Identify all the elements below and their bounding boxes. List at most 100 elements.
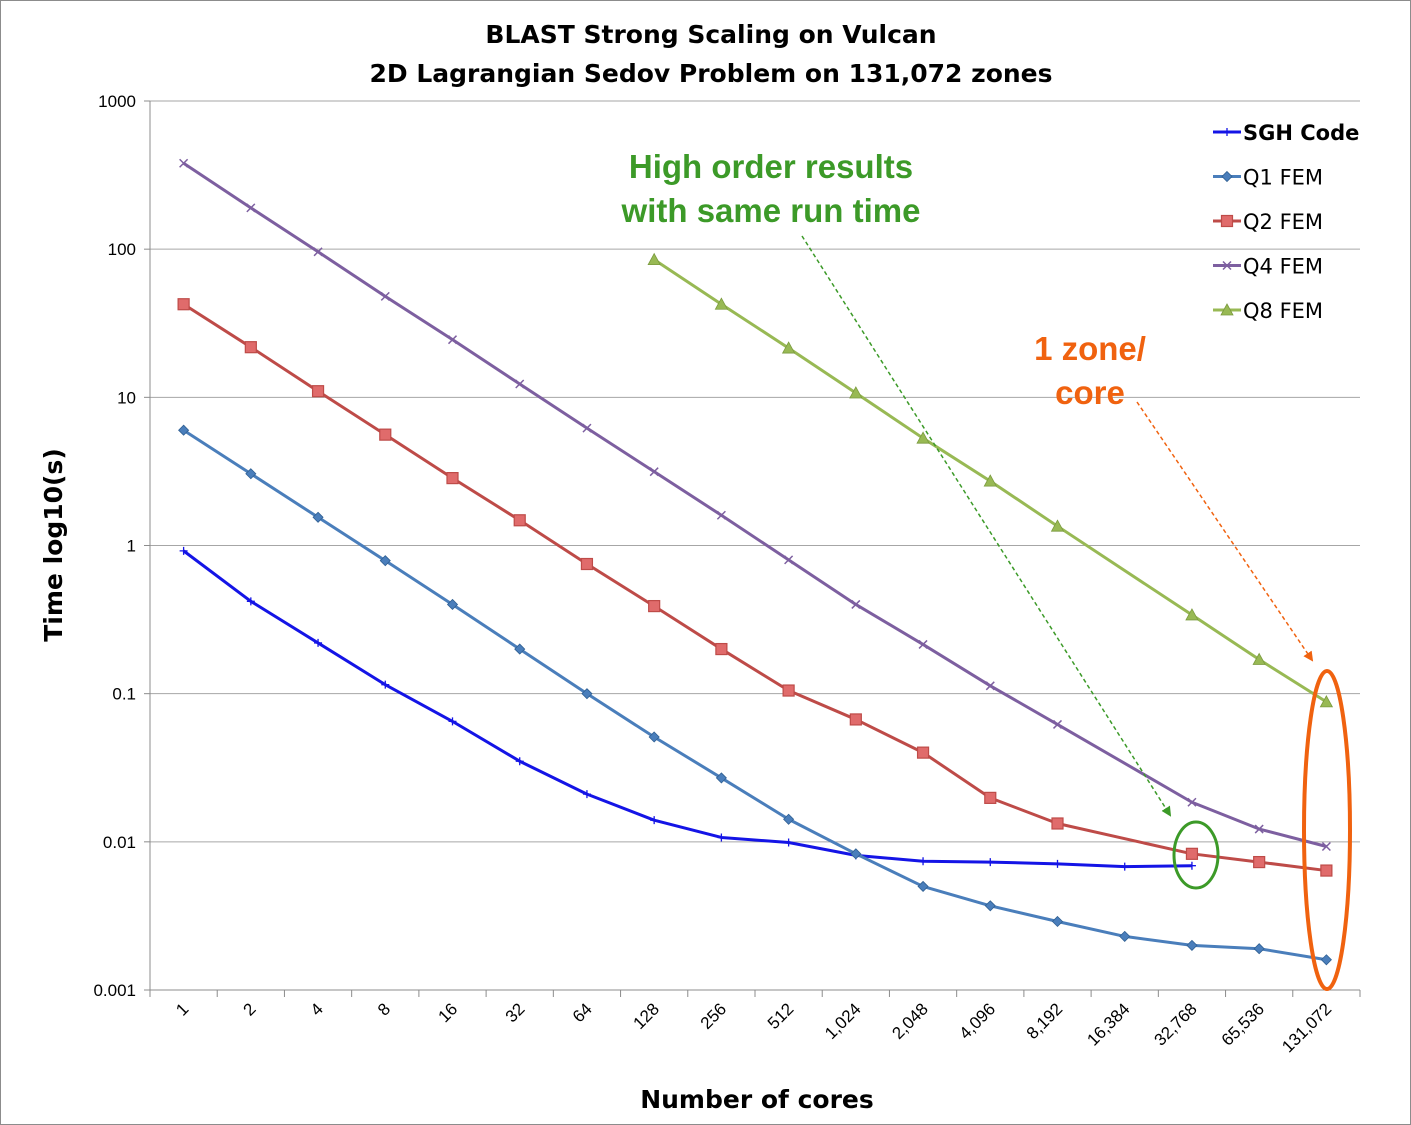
annotation-one-zone-line1: 1 zone/ xyxy=(1034,330,1146,367)
series-4-point-12 xyxy=(983,474,997,487)
series-4-point-11 xyxy=(916,431,930,444)
grid xyxy=(144,100,1361,997)
legend-marker-0 xyxy=(1223,128,1231,136)
series-1 xyxy=(178,424,1332,966)
legend-label-1: Q1 FEM xyxy=(1243,166,1323,190)
y-tick-label-2: 0.1 xyxy=(112,685,136,704)
annotation-one-zone-line2: core xyxy=(1055,374,1125,411)
chart-title: BLAST Strong Scaling on Vulcan xyxy=(485,20,936,49)
annotation-high-order-line1: High order results xyxy=(629,148,913,185)
series-1-point-8 xyxy=(715,772,727,784)
series-2-point-5 xyxy=(513,514,526,527)
series-1-point-10 xyxy=(850,848,862,860)
x-axis-title: Number of cores xyxy=(640,1085,874,1114)
series-1-point-13 xyxy=(1051,915,1064,928)
series-2-point-6 xyxy=(580,557,594,571)
series-2-point-16 xyxy=(1253,855,1266,869)
series-0-point-1 xyxy=(246,597,255,606)
legend-marker-2 xyxy=(1220,214,1234,228)
series-3-point-9 xyxy=(784,555,794,565)
series-group xyxy=(177,158,1334,966)
series-3-point-17 xyxy=(1321,841,1331,852)
series-0-point-14 xyxy=(1120,862,1129,871)
legend-item-2: Q2 FEM xyxy=(1213,210,1323,234)
series-0-point-0 xyxy=(179,546,188,555)
series-2-point-7 xyxy=(648,599,661,613)
series-3-point-15 xyxy=(1187,797,1197,807)
series-3-point-2 xyxy=(313,247,323,257)
series-3-point-10 xyxy=(851,599,861,609)
series-2-point-3 xyxy=(379,428,392,441)
series-3-point-6 xyxy=(582,423,592,433)
series-1-point-2 xyxy=(312,511,324,523)
annotation-high-order-line2: with same run time xyxy=(621,192,921,229)
y-tick-label-0: 0.001 xyxy=(93,981,136,1000)
legend-marker-1 xyxy=(1221,170,1233,183)
series-2-point-12 xyxy=(984,791,997,804)
series-4-point-13 xyxy=(1050,519,1065,532)
series-0-point-11 xyxy=(919,857,928,866)
annotation-high-order-arrow xyxy=(801,235,1172,817)
series-1-point-6 xyxy=(581,688,593,700)
y-tick-label-4: 10 xyxy=(117,388,136,407)
series-0-point-9 xyxy=(784,838,793,847)
series-line-0 xyxy=(182,549,1192,869)
series-2-point-10 xyxy=(849,713,862,726)
legend-label-3: Q4 FEM xyxy=(1243,255,1323,279)
legend: SGH Code Q1 FEM Q2 FEM Q4 FEM Q8 FEM xyxy=(1213,121,1359,323)
series-0-point-5 xyxy=(515,757,524,766)
series-3-point-3 xyxy=(380,291,390,301)
series-1-point-11 xyxy=(917,880,929,893)
series-0-point-6 xyxy=(582,790,591,799)
annotation-high-order-circle xyxy=(1172,820,1220,890)
series-3-point-7 xyxy=(649,467,659,477)
series-3 xyxy=(179,158,1331,852)
series-1-point-9 xyxy=(783,813,795,825)
series-line-4 xyxy=(653,258,1328,704)
series-2-point-9 xyxy=(782,684,795,697)
series-4 xyxy=(647,252,1334,708)
series-4-point-7 xyxy=(647,252,661,266)
series-1-point-16 xyxy=(1253,943,1265,955)
series-2-point-11 xyxy=(916,746,930,759)
series-3-point-11 xyxy=(918,639,928,649)
series-1-point-0 xyxy=(178,424,190,436)
legend-label-4: Q8 FEM xyxy=(1243,299,1323,323)
series-2-point-4 xyxy=(446,472,459,485)
series-1-point-1 xyxy=(245,468,257,480)
series-2-point-13 xyxy=(1051,817,1064,830)
y-axis-title: Time log10(s) xyxy=(39,448,68,642)
annotation-high-order: High order results with same run time xyxy=(621,148,1220,890)
series-2-point-2 xyxy=(311,385,325,398)
legend-item-3: Q4 FEM xyxy=(1213,255,1323,279)
y-tick-label-1: 0.01 xyxy=(103,833,136,852)
series-2-point-8 xyxy=(715,642,728,656)
series-3-point-8 xyxy=(716,510,726,520)
series-4-point-17 xyxy=(1319,695,1334,708)
series-4-point-8 xyxy=(714,297,729,310)
series-3-point-13 xyxy=(1052,719,1063,729)
series-3-point-5 xyxy=(515,379,525,389)
legend-label-0: SGH Code xyxy=(1243,121,1359,145)
series-2-point-0 xyxy=(177,298,190,311)
legend-item-1: Q1 FEM xyxy=(1213,166,1323,190)
series-0-point-15 xyxy=(1187,861,1196,870)
chart-subtitle: 2D Lagrangian Sedov Problem on 131,072 z… xyxy=(369,59,1052,88)
series-line-1 xyxy=(182,428,1327,962)
series-2-point-15 xyxy=(1185,847,1199,860)
y-axis: 0.001 0.01 0.1 1 10 100 1000 xyxy=(93,92,136,1000)
series-0-point-2 xyxy=(314,638,323,647)
series-0-point-4 xyxy=(448,717,457,726)
legend-item-4: Q8 FEM xyxy=(1213,299,1323,323)
annotation-one-zone-arrow xyxy=(1136,401,1314,662)
series-1-point-5 xyxy=(514,643,526,655)
series-1-point-12 xyxy=(984,900,996,912)
series-4-point-9 xyxy=(781,341,796,354)
legend-marker-3 xyxy=(1222,260,1232,271)
series-3-point-12 xyxy=(985,681,995,691)
legend-label-2: Q2 FEM xyxy=(1243,210,1323,234)
series-1-point-17 xyxy=(1320,954,1332,966)
series-0-point-3 xyxy=(381,680,390,689)
